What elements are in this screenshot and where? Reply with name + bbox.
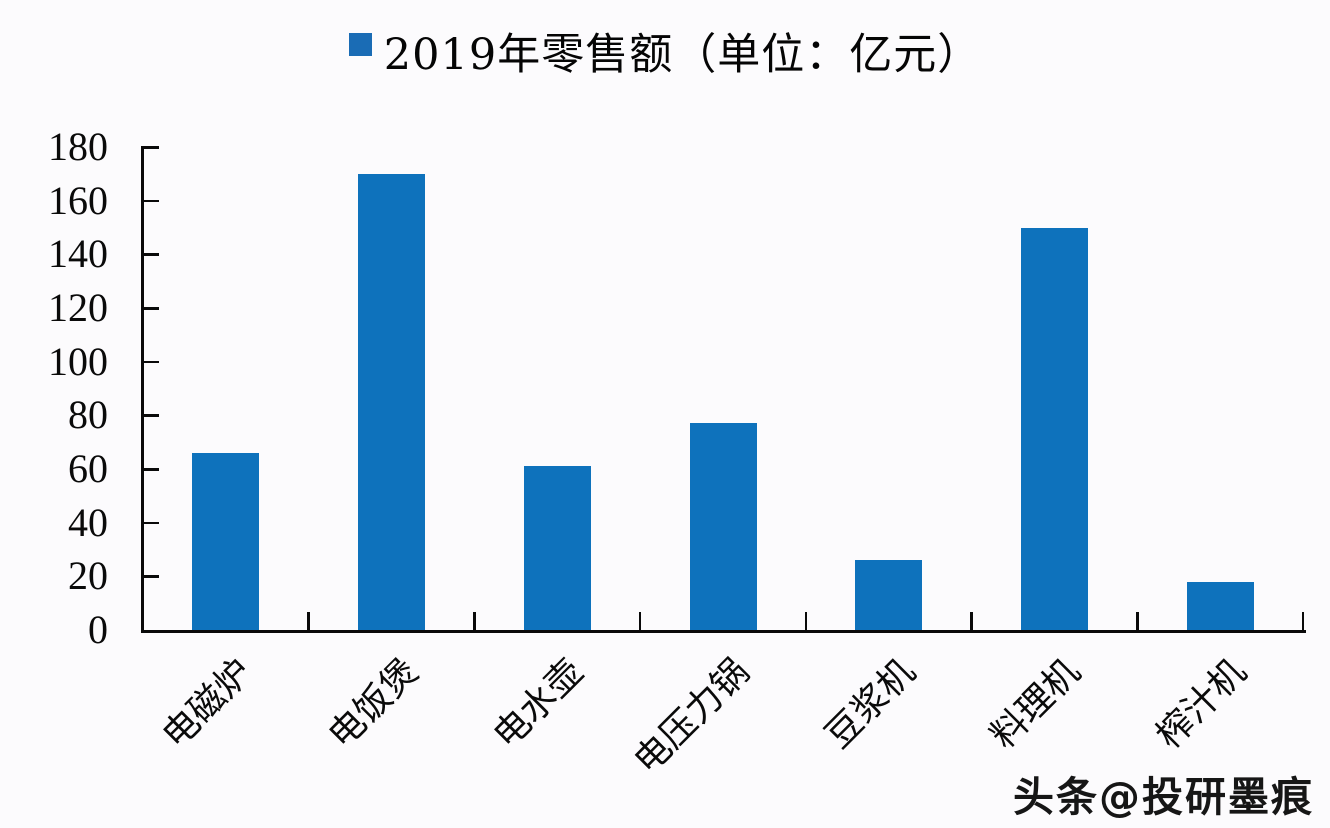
bar xyxy=(1020,227,1088,630)
y-tick-label: 80 xyxy=(68,392,108,438)
bar xyxy=(1186,581,1254,630)
chart-title: 2019年零售额（单位：亿元） xyxy=(383,30,982,80)
bar xyxy=(192,452,260,630)
watermark: 头条@投研墨痕 xyxy=(1013,773,1314,821)
x-tick xyxy=(804,612,808,630)
legend-swatch-icon xyxy=(348,33,372,56)
chart-legend: 2019年零售额（单位：亿元） xyxy=(0,20,1330,82)
y-tick-label: 120 xyxy=(48,285,108,330)
bar xyxy=(855,560,923,630)
y-tick xyxy=(144,307,159,310)
y-tick xyxy=(144,253,159,256)
y-tick xyxy=(144,360,159,364)
y-tick xyxy=(144,146,159,149)
y-tick-label: 20 xyxy=(68,553,108,599)
y-tick-label: 100 xyxy=(48,338,108,384)
x-category-label: 电磁炉 xyxy=(154,651,261,757)
y-tick-label: 160 xyxy=(48,177,108,223)
bar xyxy=(523,466,591,630)
x-axis-line xyxy=(141,630,1306,633)
y-tick-label: 0 xyxy=(88,607,108,652)
x-tick xyxy=(1136,612,1139,630)
y-tick xyxy=(144,414,159,417)
y-tick xyxy=(144,468,159,471)
y-tick xyxy=(144,575,159,578)
y-tick xyxy=(144,199,159,203)
y-axis-line xyxy=(141,146,144,633)
x-tick xyxy=(473,612,476,630)
bar xyxy=(689,423,757,630)
y-tick-label: 140 xyxy=(48,231,108,277)
y-tick-label: 60 xyxy=(68,446,108,491)
x-tick xyxy=(638,612,642,630)
y-tick xyxy=(144,521,159,525)
bar xyxy=(358,173,426,630)
x-tick xyxy=(1301,612,1305,630)
y-tick-label: 40 xyxy=(68,499,108,545)
x-tick xyxy=(970,612,973,630)
y-tick-label: 180 xyxy=(48,124,108,169)
x-tick xyxy=(307,612,310,630)
